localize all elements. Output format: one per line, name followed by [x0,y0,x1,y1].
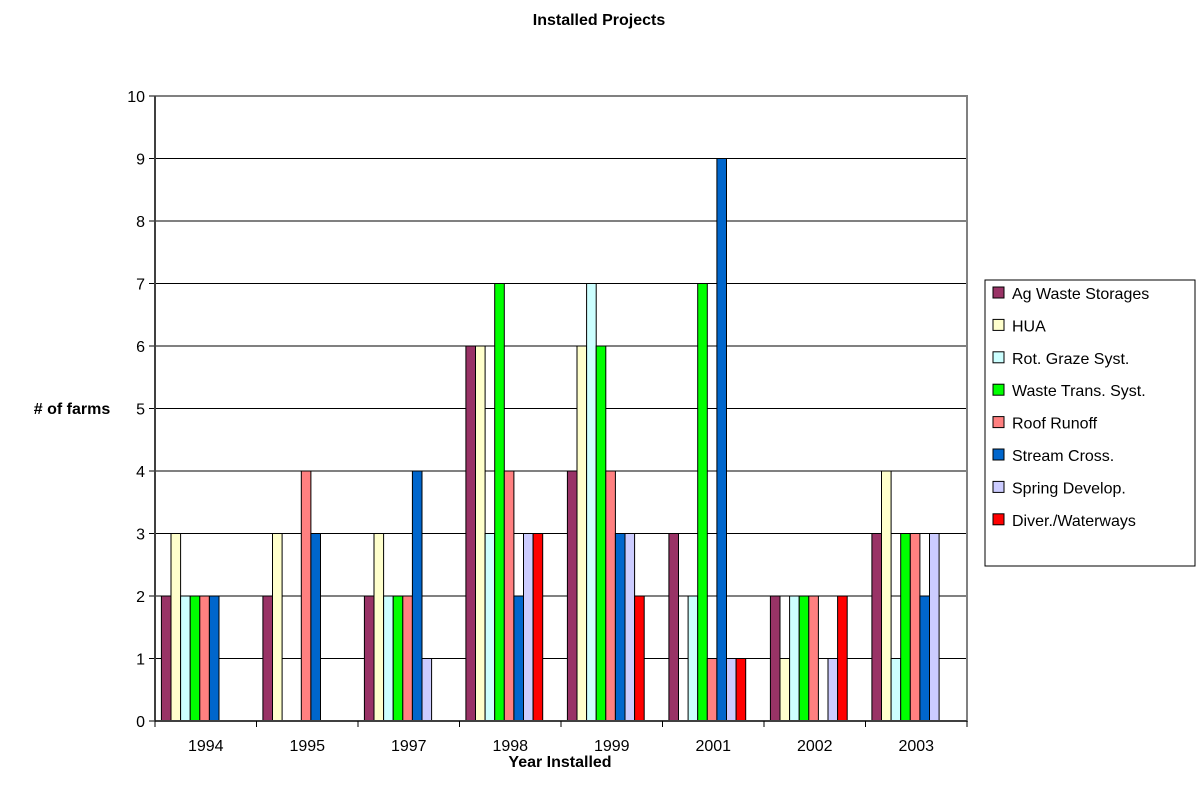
legend-box [984,279,1196,567]
bar [614,533,626,722]
legend-label: Stream Cross. [1012,448,1114,465]
bar [779,658,791,722]
legend-swatch [992,416,1005,429]
y-tick-label: 6 [136,339,145,356]
y-tick-label: 10 [127,89,145,106]
y-tick-label: 1 [136,652,145,669]
bar [687,595,699,722]
y-tick-label: 2 [136,589,145,606]
chart-title: Installed Projects [533,12,666,29]
bar [484,533,496,722]
bar [373,533,385,722]
x-tick-label: 2002 [797,738,833,755]
bar [160,595,172,722]
legend-swatch [992,513,1005,526]
bar [383,595,394,722]
x-tick-label: 1997 [391,738,427,755]
legend-swatch [992,383,1005,396]
bar [566,470,578,722]
bar [716,158,728,722]
bar [421,658,433,722]
bar [827,658,839,722]
bar [929,533,940,722]
bar [735,658,747,722]
y-tick-label: 4 [136,464,145,481]
bar [532,533,544,722]
legend-label: Waste Trans. Syst. [1012,383,1146,400]
legend-swatch [992,351,1005,364]
bar [595,345,607,722]
bar [402,595,413,722]
bar [494,283,505,722]
bar [180,595,191,722]
bar [798,595,810,722]
bar [523,533,534,722]
bar [668,533,680,722]
legend-swatch [992,318,1005,331]
bar [363,595,375,722]
bar [769,595,781,722]
bar [624,533,636,722]
legend-swatch [992,448,1005,461]
bar [706,658,718,722]
legend-swatch [992,480,1005,493]
bar [189,595,201,722]
legend-label: Diver./Waterways [1012,513,1136,530]
bar [272,533,283,722]
bar [837,595,848,722]
bar [576,345,588,722]
bar [808,595,819,722]
plot-area: 0 1 2 3 4 5 6 7 8 9 10 1994 1995 1997 1998 1999 2001 2002… [127,89,968,755]
bar [919,595,931,722]
bar [199,595,210,722]
bar [465,345,476,722]
y-tick-label: 3 [136,527,145,544]
x-tick-label: 1994 [188,738,224,755]
bar [900,533,911,722]
legend: Ag Waste Storages HUA Rot. Graze Syst. Wast… [984,279,1196,567]
bar [513,595,525,722]
bar [310,533,321,722]
legend-label: Roof Runoff [1012,416,1098,433]
y-tick-label: 9 [136,152,145,169]
y-tick-label: 7 [136,277,145,294]
legend-label: Rot. Graze Syst. [1012,351,1129,368]
x-tick-label: 1995 [289,738,325,755]
legend-label: HUA [1012,318,1046,335]
bar [586,283,597,722]
x-tick-label: 1999 [594,738,630,755]
bar [697,283,708,722]
bar [411,470,423,722]
bar [890,658,902,722]
x-tick-label: 2003 [898,738,934,755]
bar [208,595,220,722]
y-axis-title: # of farms [34,401,111,418]
bar [605,470,616,722]
x-axis-title: Year Installed [508,754,611,771]
legend-swatch [992,286,1005,299]
legend-label: Ag Waste Storages [1012,286,1149,303]
legend-label: Spring Develop. [1012,480,1126,497]
bar [262,595,273,722]
bar [871,533,883,722]
bar [789,595,800,722]
bar [634,595,645,722]
bar [726,658,737,722]
bar [392,595,404,722]
bar [503,470,515,722]
y-tick-label: 8 [136,214,145,231]
bar [909,533,921,722]
y-tick-label: 0 [136,714,145,731]
bar [300,470,312,722]
x-tick-label: 2001 [695,738,731,755]
y-tick-label: 5 [136,402,145,419]
x-tick-label: 1998 [492,738,528,755]
bar [881,470,892,722]
bar [475,345,486,722]
bar [170,533,182,722]
